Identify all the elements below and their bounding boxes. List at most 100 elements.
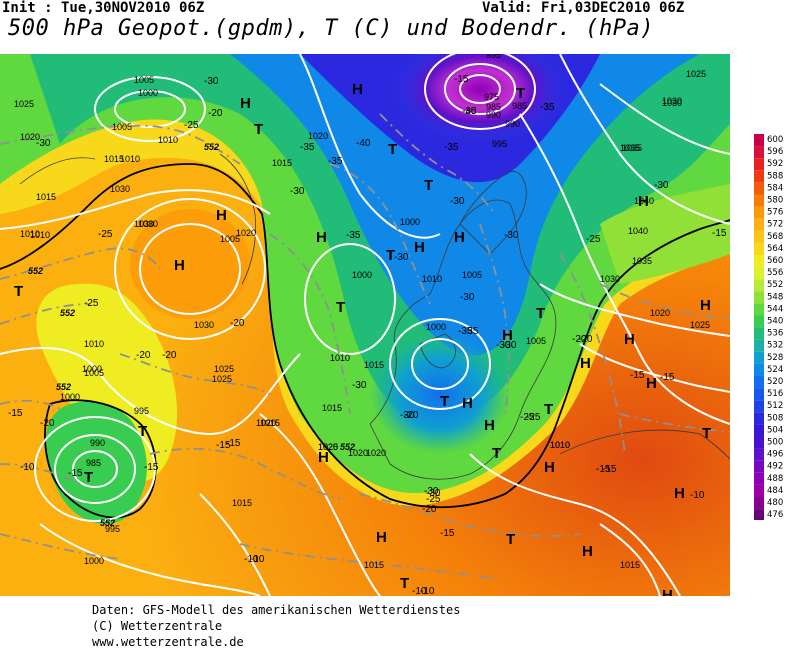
temp-label: -20 xyxy=(230,318,245,329)
color-legend: 600 596 592 588 584 580 576 572 568 564 560 556 552 5… xyxy=(754,134,783,520)
temp-label: -30 xyxy=(352,380,367,391)
isobar-label: 1015 xyxy=(620,560,640,570)
high-center: H xyxy=(174,257,185,274)
temp-label: -25 xyxy=(84,298,99,309)
isobars xyxy=(0,54,730,596)
temp-label: -10 xyxy=(420,586,435,596)
isobar-label: 1010 xyxy=(84,339,104,349)
height-contour-552 xyxy=(0,163,730,519)
legend-level-label: 484 xyxy=(767,486,783,496)
legend-level-label: 576 xyxy=(767,208,783,218)
high-center: H xyxy=(462,395,473,412)
isobar-label: 990 xyxy=(486,110,501,120)
isobar-label: 1025 xyxy=(14,99,34,109)
isobar-label: 1025 xyxy=(690,320,710,330)
temp-label: -25 xyxy=(586,234,601,245)
isobar-label: 1010 xyxy=(20,229,40,239)
isobar-label: 1020 xyxy=(366,448,386,458)
legend-level-label: 548 xyxy=(767,292,783,302)
low-center: T xyxy=(440,393,449,410)
legend-level-label: 488 xyxy=(767,474,783,484)
temp-label: -30 xyxy=(504,230,519,241)
isobar-label: 1000 xyxy=(426,322,446,332)
legend-level-label: 480 xyxy=(767,498,783,508)
map-title: 500 hPa Geopot.(gpdm), T (C) und Bodendr… xyxy=(8,16,655,41)
isobar-label: 1010 xyxy=(422,274,442,284)
height-labels: 552 552 552 552 552 552 xyxy=(28,142,355,528)
temp-label: -25 xyxy=(98,229,113,240)
isobar-label: 995 xyxy=(486,54,501,60)
legend-swatch xyxy=(754,303,764,316)
greenland-coast xyxy=(219,153,257,285)
temp-label: -20 xyxy=(578,334,593,345)
footer-website[interactable]: www.wetterzentrale.de xyxy=(92,635,244,649)
legend-level-label: 560 xyxy=(767,256,783,266)
legend-level-label: 508 xyxy=(767,413,783,423)
isotherms xyxy=(0,113,730,580)
legend-swatch xyxy=(754,363,764,376)
temp-label: -15 xyxy=(8,408,23,419)
temp-label: -10 xyxy=(690,490,705,501)
temp-label: -15 xyxy=(454,74,469,85)
legend-level-label: 568 xyxy=(767,232,783,242)
temp-label: -10 xyxy=(244,554,259,565)
temp-label: -15 xyxy=(602,464,617,475)
isobar-label: 1005 xyxy=(84,368,104,378)
init-time: Init : Tue,30NOV2010 06Z xyxy=(2,0,205,16)
temp-label: -35 xyxy=(464,326,479,337)
height-label: 552 xyxy=(100,518,115,528)
high-center: H xyxy=(316,229,327,246)
temp-label: -25 xyxy=(526,412,541,423)
legend-swatch xyxy=(754,327,764,340)
temp-label: -15 xyxy=(712,228,727,239)
temp-label: -30 xyxy=(460,292,475,303)
legend-level-label: 584 xyxy=(767,183,783,193)
legend-level-label: 532 xyxy=(767,341,783,351)
isobar-label: 1020 xyxy=(348,448,368,458)
low-center: T xyxy=(424,177,433,194)
temp-label: -40 xyxy=(462,106,477,117)
temp-label: -10 xyxy=(250,554,265,565)
temp-label: -30 xyxy=(496,340,511,351)
temp-label: -10 xyxy=(20,462,35,473)
legend-swatch xyxy=(754,436,764,449)
legend-swatch xyxy=(754,279,764,292)
temp-label: -20 xyxy=(404,410,419,421)
legend-swatch xyxy=(754,497,764,510)
legend-swatch xyxy=(754,376,764,389)
isobar-label: 1000 xyxy=(60,392,80,402)
legend-swatch xyxy=(754,158,764,171)
high-center: H xyxy=(216,207,227,224)
high-center: H xyxy=(624,331,635,348)
legend-level-label: 476 xyxy=(767,510,783,520)
legend-level-label: 592 xyxy=(767,159,783,169)
temp-label: -30 xyxy=(426,488,441,499)
temp-label: -35 xyxy=(458,326,473,337)
legend-swatch xyxy=(754,182,764,195)
low-center: T xyxy=(138,423,147,440)
high-center: H xyxy=(414,239,425,256)
temp-label: -35 xyxy=(444,142,459,153)
low-center: T xyxy=(400,575,409,592)
temp-label: -30 xyxy=(36,138,51,149)
low-center: T xyxy=(492,445,501,462)
isobar-label: 1015 xyxy=(364,360,384,370)
legend-swatch xyxy=(754,400,764,413)
blue-band xyxy=(230,54,700,356)
high-center: H xyxy=(352,81,363,98)
isobar-label: 1030 xyxy=(194,320,214,330)
isobar-label: 995 xyxy=(105,524,120,534)
high-center: H xyxy=(240,95,251,112)
height-label: 552 xyxy=(340,442,355,452)
legend-level-label: 540 xyxy=(767,317,783,327)
isobar-label: 1010 xyxy=(550,440,570,450)
temp-label: -35 xyxy=(346,230,361,241)
legend-swatch xyxy=(754,509,764,520)
legend-level-label: 516 xyxy=(767,389,783,399)
isobar-label: 1005 xyxy=(220,234,240,244)
high-center: H xyxy=(484,417,495,434)
temp-label: -20 xyxy=(572,334,587,345)
legend-level-label: 588 xyxy=(767,171,783,181)
temp-label: -40 xyxy=(356,138,371,149)
isobar-label: 1010 xyxy=(120,154,140,164)
